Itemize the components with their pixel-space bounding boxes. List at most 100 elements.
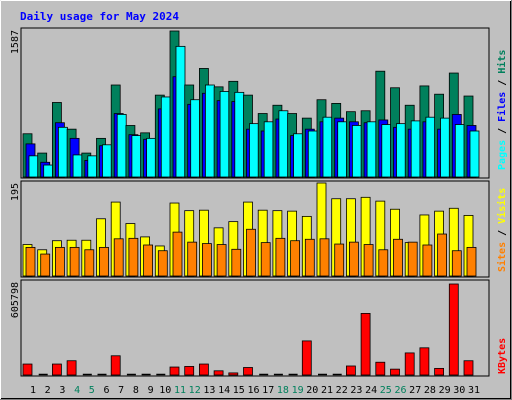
bar-pages-day-19 <box>293 133 304 178</box>
bar-sites-day-4 <box>69 246 80 277</box>
day-label: 13 <box>203 385 215 396</box>
bar-kbytes-day-28 <box>419 347 430 376</box>
day-label: 18 <box>277 385 289 396</box>
day-labels: 1 2 3 4 5 6 7 8 9 10 11 12 13 14 15 16 17 18 19 20 21 22 23 24 2… <box>30 385 480 396</box>
day-label: 6 <box>103 385 109 396</box>
bar-sites-day-14 <box>216 244 227 277</box>
bar-pages-day-14 <box>219 91 230 178</box>
panel-legend: Sites / Visits <box>496 188 508 272</box>
legends-layer: Pages / Files / Hits Sites / Visits KBytes <box>496 50 508 374</box>
legend-hits: Hits <box>496 50 508 74</box>
bar-sites-day-13 <box>201 243 212 277</box>
legend-separator: / <box>497 224 508 242</box>
bar-sites-day-3 <box>55 246 65 277</box>
bar-pages-day-21 <box>322 116 333 178</box>
bar-sites-day-16 <box>246 228 256 277</box>
bar-sites-day-2 <box>40 253 51 277</box>
day-label: 9 <box>148 385 154 396</box>
bar-pages-day-12 <box>190 99 201 178</box>
day-label: 1 <box>30 385 36 396</box>
day-label: 12 <box>189 385 201 396</box>
bar-sites-day-9 <box>143 244 154 277</box>
bar-sites-day-5 <box>84 249 95 277</box>
bar-sites-day-8 <box>128 237 139 277</box>
panel-legend: KBytes <box>497 338 508 374</box>
day-label: 22 <box>336 385 348 396</box>
bar-pages-day-17 <box>263 121 274 178</box>
bar-pages-day-8 <box>131 135 142 178</box>
chart-title: Daily usage for May 2024 <box>20 10 179 23</box>
legend-pages: Pages <box>497 140 508 170</box>
day-label: 3 <box>59 385 65 396</box>
bar-sites-day-11 <box>172 231 183 277</box>
bar-pages-day-1 <box>28 155 39 178</box>
day-label: 28 <box>424 385 436 396</box>
day-label: 25 <box>380 385 392 396</box>
day-label: 7 <box>118 385 124 396</box>
bar-pages-day-18 <box>278 110 289 178</box>
bar-pages-day-29 <box>440 117 451 178</box>
bar-pages-day-4 <box>72 154 83 178</box>
day-label: 15 <box>233 385 245 396</box>
bar-sites-day-30 <box>451 250 462 277</box>
day-label: 24 <box>365 385 377 396</box>
bar-sites-day-17 <box>260 242 271 277</box>
bar-kbytes-day-24 <box>360 313 371 376</box>
bar-sites-day-23 <box>348 241 359 277</box>
bar-pages-day-23 <box>351 125 362 178</box>
bar-pages-day-11 <box>175 45 186 178</box>
bar-kbytes-day-4 <box>66 360 77 376</box>
day-label: 31 <box>468 385 480 396</box>
bar-sites-day-12 <box>187 241 198 277</box>
bar-pages-day-10 <box>160 96 171 178</box>
bar-pages-day-25 <box>381 124 392 178</box>
day-label: 11 <box>174 385 186 396</box>
bar-kbytes-day-27 <box>404 352 415 376</box>
bar-sites-day-27 <box>407 241 418 277</box>
bar-sites-day-26 <box>393 238 403 277</box>
bar-kbytes-day-23 <box>345 365 356 376</box>
legend-sites: Sites <box>496 242 508 272</box>
day-label: 5 <box>89 385 95 396</box>
day-label: 8 <box>133 385 139 396</box>
bar-sites-day-6 <box>99 246 109 277</box>
bar-kbytes-day-26 <box>390 368 400 376</box>
kbytes-panel <box>20 279 490 377</box>
panel-legend: Pages / Files / Hits <box>496 50 508 170</box>
bar-pages-day-2 <box>43 164 54 178</box>
bar-sites-day-22 <box>334 243 345 277</box>
day-label: 17 <box>262 385 274 396</box>
legend-kbytes: KBytes <box>497 338 508 374</box>
day-label: 10 <box>159 385 171 396</box>
bar-pages-day-6 <box>102 144 112 178</box>
bar-sites-day-20 <box>304 238 315 277</box>
bar-pages-day-5 <box>87 155 98 178</box>
day-label: 19 <box>292 385 304 396</box>
bar-pages-day-3 <box>58 126 68 178</box>
kbytes-ymax-label: 605798 <box>10 282 21 318</box>
bar-pages-day-24 <box>366 121 377 178</box>
day-label: 16 <box>247 385 259 396</box>
bar-sites-day-21 <box>319 238 330 277</box>
day-label: 27 <box>409 385 421 396</box>
bar-pages-day-9 <box>146 137 157 178</box>
bar-kbytes-day-15 <box>228 372 239 376</box>
bar-sites-day-1 <box>25 246 36 277</box>
bar-pages-day-26 <box>396 123 406 178</box>
bar-sites-day-28 <box>422 244 433 277</box>
bar-sites-day-18 <box>275 237 286 277</box>
bar-kbytes-day-25 <box>375 361 386 376</box>
bar-kbytes-day-29 <box>434 367 445 376</box>
bar-kbytes-day-12 <box>184 366 195 376</box>
legend-visits: Visits <box>496 188 508 224</box>
day-label: 4 <box>74 385 80 396</box>
day-label: 21 <box>321 385 333 396</box>
bar-kbytes-day-13 <box>198 363 209 376</box>
bar-pages-day-13 <box>204 84 215 178</box>
bar-pages-day-20 <box>307 130 318 178</box>
day-label: 2 <box>45 385 51 396</box>
bar-sites-day-10 <box>157 250 168 277</box>
bar-kbytes-day-3 <box>52 363 62 376</box>
bar-sites-day-31 <box>466 246 477 277</box>
